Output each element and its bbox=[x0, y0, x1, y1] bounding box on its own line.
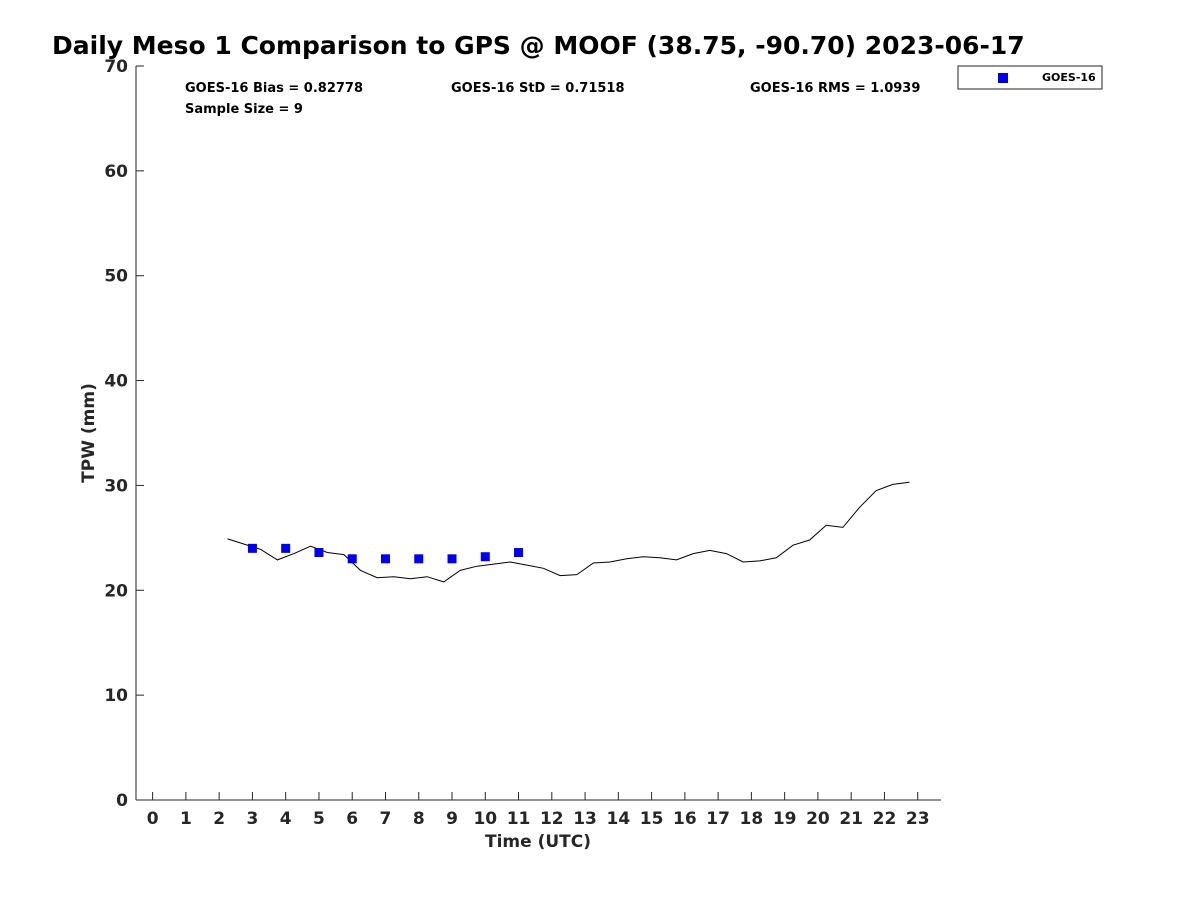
goes16-point bbox=[281, 543, 291, 553]
x-tick-label: 2 bbox=[213, 809, 225, 829]
y-tick-label: 40 bbox=[104, 372, 128, 392]
x-tick-label: 23 bbox=[906, 809, 930, 829]
y-tick-label: 70 bbox=[104, 57, 128, 77]
goes16-point bbox=[347, 554, 357, 564]
x-tick-label: 15 bbox=[640, 809, 664, 829]
chart-title: Daily Meso 1 Comparison to GPS @ MOOF (3… bbox=[52, 31, 1025, 60]
x-tick-label: 11 bbox=[507, 809, 531, 829]
x-tick-label: 16 bbox=[673, 809, 697, 829]
legend-swatch bbox=[998, 73, 1008, 83]
stat-bias: GOES-16 Bias = 0.82778 bbox=[185, 81, 363, 96]
x-tick-label: 12 bbox=[540, 809, 564, 829]
x-axis-ticks: 0 1 2 3 4 5 6 7 8 9 10 11 12 13 14 15 16 17 18 19 20 21 22 23 bbox=[147, 792, 930, 829]
y-tick-label: 20 bbox=[104, 581, 128, 601]
goes16-point bbox=[314, 548, 324, 558]
legend-box bbox=[957, 65, 1103, 90]
y-axis-ticks: 0 10 20 30 40 50 60 70 bbox=[104, 57, 144, 811]
goes16-point bbox=[247, 543, 257, 553]
goes16-point bbox=[380, 554, 390, 564]
x-tick-label: 14 bbox=[606, 809, 630, 829]
y-tick-label: 10 bbox=[104, 686, 128, 706]
stat-std: GOES-16 StD = 0.71518 bbox=[451, 81, 625, 96]
series-lines bbox=[227, 481, 910, 583]
x-tick-label: 4 bbox=[280, 809, 292, 829]
x-tick-label: 0 bbox=[147, 809, 159, 829]
x-tick-label: 17 bbox=[706, 809, 730, 829]
y-tick-label: 60 bbox=[104, 162, 128, 182]
x-tick-label: 10 bbox=[473, 809, 497, 829]
y-tick-label: 30 bbox=[104, 476, 128, 496]
goes16-point bbox=[480, 552, 490, 562]
x-tick-label: 19 bbox=[773, 809, 797, 829]
x-tick-label: 18 bbox=[740, 809, 764, 829]
x-tick-label: 6 bbox=[346, 809, 358, 829]
goes16-point bbox=[514, 548, 524, 558]
x-axis-label: Time (UTC) bbox=[485, 832, 591, 852]
y-tick-label: 0 bbox=[116, 791, 128, 811]
legend: GOES-16 bbox=[957, 65, 1103, 90]
series-points bbox=[247, 543, 524, 564]
x-tick-label: 9 bbox=[446, 809, 458, 829]
x-tick-label: 7 bbox=[380, 809, 392, 829]
stat-rms: GOES-16 RMS = 1.0939 bbox=[750, 81, 920, 96]
x-tick-label: 3 bbox=[247, 809, 259, 829]
goes16-point bbox=[414, 554, 424, 564]
y-axis-label: TPW (mm) bbox=[79, 383, 99, 483]
x-tick-label: 22 bbox=[873, 809, 897, 829]
x-tick-label: 1 bbox=[180, 809, 192, 829]
goes16-point bbox=[447, 554, 457, 564]
x-tick-label: 8 bbox=[413, 809, 425, 829]
x-tick-label: 13 bbox=[573, 809, 597, 829]
x-tick-label: 20 bbox=[806, 809, 830, 829]
legend-label: GOES-16 bbox=[1042, 71, 1096, 84]
y-tick-label: 50 bbox=[104, 267, 128, 287]
gps-tpw-line bbox=[227, 481, 910, 583]
x-tick-label: 21 bbox=[839, 809, 863, 829]
x-tick-label: 5 bbox=[313, 809, 325, 829]
stat-sample-size: Sample Size = 9 bbox=[185, 102, 303, 117]
